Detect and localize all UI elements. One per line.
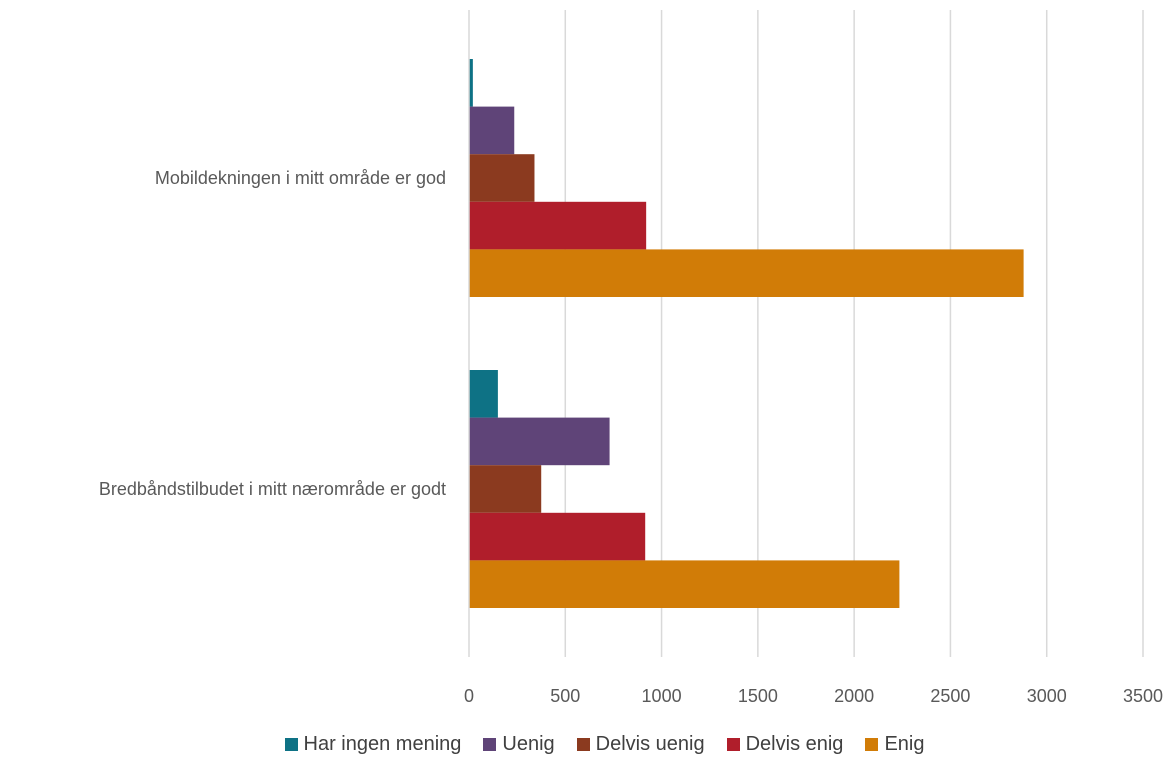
x-tick-label: 0 <box>464 686 474 706</box>
legend-label: Delvis uenig <box>595 733 705 755</box>
bar-2-3 <box>469 465 542 513</box>
x-tick-label: 1500 <box>738 686 778 706</box>
x-tick-label: 500 <box>550 686 580 706</box>
category-label: Mobildekningen i mitt område er god <box>155 168 446 188</box>
bar-1-5 <box>469 249 1024 297</box>
x-tick-label: 3000 <box>1027 686 1067 706</box>
category-label: Bredbåndstilbudet i mitt nærområde er go… <box>99 479 446 499</box>
category-labels: Mobildekningen i mitt område er god Bredb… <box>99 168 446 499</box>
legend-item: Uenig <box>483 733 555 756</box>
x-tick-label: 3500 <box>1123 686 1163 706</box>
legend-swatch <box>284 738 298 751</box>
bars <box>469 59 1024 608</box>
bar-1-2 <box>469 106 515 155</box>
legend-item: Har ingen mening <box>284 733 462 756</box>
x-tick-label: 2000 <box>834 686 874 706</box>
legend-swatch <box>483 738 497 751</box>
x-axis-ticks: 0 500 1000 1500 2000 2500 3000 3500 <box>464 686 1163 706</box>
legend-label: Uenig <box>502 733 555 755</box>
legend-item: Delvis enig <box>726 733 844 756</box>
legend-swatch <box>865 738 879 751</box>
bar-2-2 <box>469 417 610 466</box>
x-tick-label: 2500 <box>930 686 970 706</box>
bar-1-4 <box>469 201 647 250</box>
bar-2-4 <box>469 512 646 561</box>
bar-1-3 <box>469 154 535 202</box>
legend-item: Delvis uenig <box>576 733 705 756</box>
bar-2-5 <box>469 560 900 608</box>
x-tick-label: 1000 <box>642 686 682 706</box>
legend-label: Har ingen mening <box>303 733 462 755</box>
legend-label: Enig <box>884 733 925 755</box>
legend-swatch <box>726 738 740 751</box>
gridlines <box>564 10 1144 657</box>
legend-swatch <box>576 738 590 751</box>
legend: Har ingen mening Uenig Delvis uenig Delvis … <box>18 733 1173 756</box>
legend-label: Delvis enig <box>745 733 844 755</box>
bar-1-1 <box>469 59 473 107</box>
bar-2-1 <box>469 370 498 418</box>
legend-item: Enig <box>865 733 924 756</box>
